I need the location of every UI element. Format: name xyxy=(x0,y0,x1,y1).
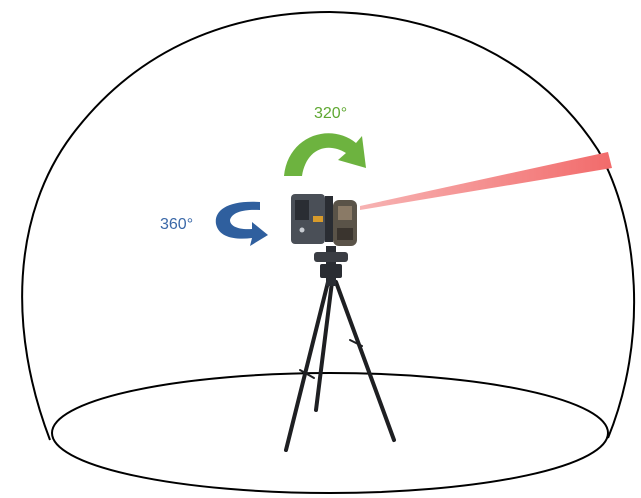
tripod-mount xyxy=(320,264,342,278)
vertical-rotation-label: 320° xyxy=(314,105,347,122)
dome-outline xyxy=(21,10,636,441)
laser-beam xyxy=(360,152,612,210)
ground-ellipse xyxy=(51,372,609,494)
tripod xyxy=(284,280,396,452)
laser-scanner-icon xyxy=(291,194,357,246)
vertical-rotation-arrow-icon xyxy=(284,133,366,176)
horizontal-rotation-arrow-icon xyxy=(215,201,268,246)
tripod-head xyxy=(314,252,348,262)
horizontal-rotation-label: 360° xyxy=(160,216,193,233)
